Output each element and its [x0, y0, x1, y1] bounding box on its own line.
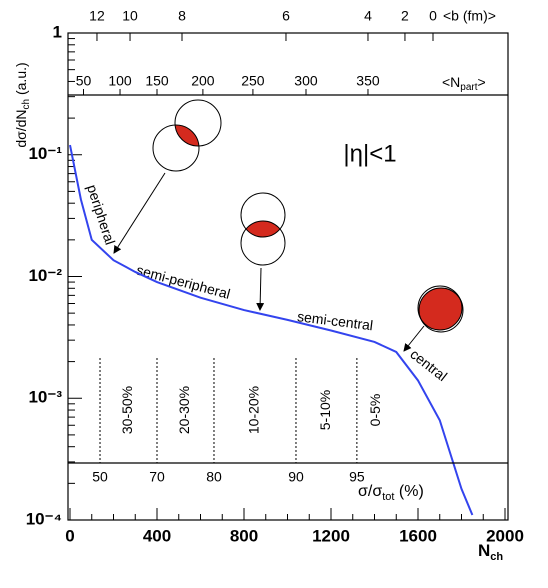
npart-tick-label: 50 — [76, 73, 92, 89]
region-label: semi-central — [296, 308, 374, 333]
npart-main: <N — [442, 74, 460, 90]
npart-tick-label: 150 — [145, 73, 169, 89]
b-tick-label: 6 — [282, 8, 290, 24]
npart-tick-label: 350 — [356, 73, 380, 89]
y-tick-label: 10⁻⁴ — [26, 509, 62, 528]
y-tick-label: 1 — [53, 22, 62, 41]
npart-tick-label: 100 — [108, 73, 132, 89]
npart-rest: > — [478, 74, 486, 90]
region-label: semi-peripheral — [135, 262, 232, 302]
region-label: central — [407, 346, 450, 384]
y-tick-label: 10⁻² — [28, 266, 62, 285]
centrality-tick-label: 50 — [92, 469, 108, 485]
y-label-main: dσ/dN — [13, 109, 29, 147]
npart-tick-label: 250 — [241, 73, 265, 89]
cent-sub: tot — [382, 491, 394, 503]
centrality-axis-label: σ/σtot (%) — [358, 483, 424, 503]
curve — [69, 144, 474, 516]
npart-tick-label: 300 — [294, 73, 318, 89]
x-tick-label: 2000 — [486, 526, 524, 545]
x-label-sub: ch — [490, 551, 503, 563]
b-tick-label: 8 — [178, 8, 186, 24]
collision-diagrams — [113, 99, 464, 352]
y-tick-label: 10⁻¹ — [28, 144, 62, 163]
cent-main: σ/σ — [358, 483, 382, 500]
b-tick-label: 10 — [122, 8, 138, 24]
x-tick-label: 400 — [143, 526, 171, 545]
b-tick-label: 0 — [429, 8, 437, 24]
centrality-bin-label: 10-20% — [246, 386, 262, 434]
x-label-main: N — [478, 541, 490, 560]
centrality-tick-label: 80 — [206, 469, 222, 485]
centrality-bin-label: 20-30% — [176, 386, 192, 434]
centrality-tick-label: 70 — [149, 469, 165, 485]
centrality-tick-label: 90 — [288, 469, 304, 485]
x-tick-label: 800 — [230, 526, 258, 545]
b-axis-label: <b (fm)> — [443, 8, 496, 24]
x-axis-label: Nch — [478, 541, 503, 562]
region-label: peripheral — [84, 183, 118, 247]
x-tick-label: 1200 — [312, 526, 350, 545]
y-tick-label: 10⁻³ — [28, 388, 62, 407]
centrality-tick-label: 95 — [349, 469, 365, 485]
y-label-rest: (a.u.) — [13, 62, 29, 99]
centrality-bin-label: 0-5% — [367, 394, 383, 427]
b-tick-label: 12 — [89, 8, 105, 24]
b-tick-label: 4 — [364, 8, 372, 24]
x-tick-label: 1600 — [399, 526, 437, 545]
npart-sub: part — [460, 82, 477, 93]
centrality-bin-label: 5-10% — [317, 390, 333, 430]
y-axis-label: dσ/dNch (a.u.) — [13, 62, 32, 147]
x-tick-label: 0 — [65, 526, 74, 545]
annotation: |η|<1 — [343, 140, 396, 167]
b-tick-label: 2 — [401, 8, 409, 24]
centrality-bin-label: 30-50% — [119, 386, 135, 434]
cent-rest: (%) — [394, 483, 423, 500]
y-label-sub: ch — [21, 99, 32, 110]
npart-axis-label: <Npart> — [442, 74, 486, 93]
npart-tick-label: 200 — [191, 73, 215, 89]
